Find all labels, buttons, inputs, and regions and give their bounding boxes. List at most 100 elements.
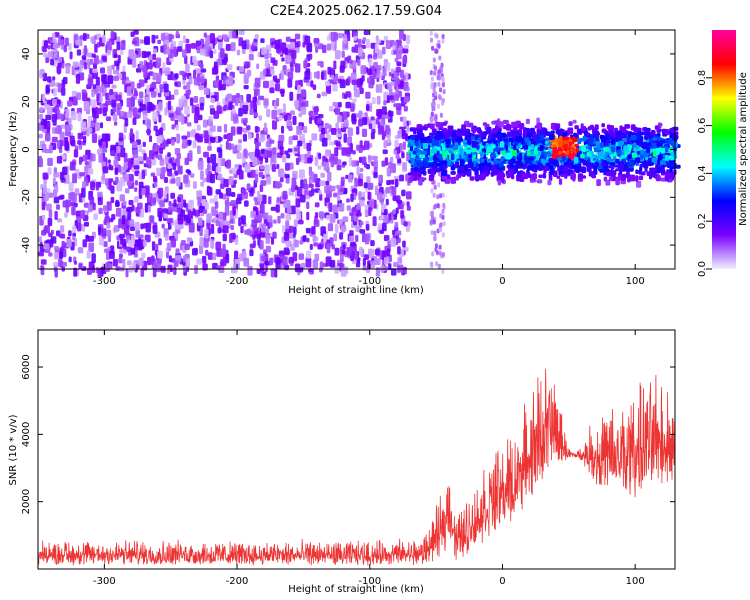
heatmap-cell xyxy=(45,114,52,121)
heatmap-cell xyxy=(62,261,68,267)
heatmap-cell xyxy=(151,255,155,266)
heatmap-cell xyxy=(490,153,497,159)
heatmap-cell xyxy=(306,201,310,210)
heatmap-cell xyxy=(272,164,276,173)
heatmap-cell xyxy=(402,116,407,127)
heatmap-cell xyxy=(606,124,611,130)
heatmap-cell xyxy=(605,168,610,172)
heatmap-cell xyxy=(346,111,350,118)
heatmap-cell xyxy=(651,167,658,172)
heatmap-cell xyxy=(182,98,188,108)
heatmap-cell xyxy=(294,33,301,40)
heatmap-cell xyxy=(200,68,207,73)
heatmap-cell xyxy=(186,122,192,127)
heatmap-cell xyxy=(65,199,71,208)
heatmap-cell xyxy=(301,158,305,163)
heatmap-cell xyxy=(439,213,443,219)
heatmap-cell xyxy=(286,153,291,159)
heatmap-cell xyxy=(517,170,521,178)
heatmap-cell xyxy=(183,35,187,44)
heatmap-cell xyxy=(226,197,230,207)
heatmap-cell xyxy=(56,156,63,164)
heatmap-cell xyxy=(508,168,514,173)
heatmap-cell xyxy=(304,189,309,196)
heatmap-cell xyxy=(497,179,502,186)
heatmap-cell xyxy=(274,39,281,50)
heatmap-cell xyxy=(138,257,144,267)
heatmap-cell xyxy=(391,268,397,276)
heatmap-cell xyxy=(135,229,140,238)
heatmap-cell xyxy=(345,101,351,109)
heatmap-cell xyxy=(47,107,53,115)
heatmap-cell xyxy=(315,46,319,53)
heatmap-cell xyxy=(220,48,225,59)
heatmap-cell xyxy=(278,135,285,142)
heatmap-cell xyxy=(70,110,77,121)
heatmap-cell xyxy=(515,160,522,167)
heatmap-cell xyxy=(158,101,163,111)
heatmap-cell xyxy=(153,48,158,54)
heatmap-cell xyxy=(159,159,165,166)
heatmap-cell xyxy=(524,144,529,150)
heatmap-cell xyxy=(431,45,435,51)
heatmap-cell xyxy=(314,253,320,262)
heatmap-cell xyxy=(40,265,45,276)
heatmap-cell xyxy=(341,249,346,255)
heatmap-cell xyxy=(238,139,242,144)
heatmap-cell xyxy=(563,144,569,149)
heatmap-cell xyxy=(438,55,442,61)
heatmap-cell xyxy=(370,42,376,49)
heatmap-cell xyxy=(367,191,371,201)
heatmap-cell xyxy=(419,154,426,159)
heatmap-cell xyxy=(471,140,478,148)
heatmap-cell xyxy=(74,145,79,151)
heatmap-cell xyxy=(480,151,485,157)
heatmap-cell xyxy=(364,235,370,245)
heatmap-cell xyxy=(77,112,82,122)
heatmap-cell xyxy=(403,266,407,275)
heatmap-cell xyxy=(556,157,562,161)
heatmap-cell xyxy=(599,134,605,140)
heatmap-cell xyxy=(319,193,323,201)
heatmap-cell xyxy=(45,84,50,94)
heatmap-cell xyxy=(48,144,53,154)
heatmap-cell xyxy=(119,248,125,253)
heatmap-cell xyxy=(505,124,512,131)
heatmap-cell xyxy=(445,139,451,145)
heatmap-cell xyxy=(88,159,92,169)
heatmap-cell xyxy=(76,49,82,56)
heatmap-cell xyxy=(372,54,378,60)
heatmap-cell xyxy=(150,91,157,98)
heatmap-cell xyxy=(392,45,396,50)
x-tick-label: -200 xyxy=(226,276,249,287)
heatmap-cell xyxy=(232,147,236,153)
heatmap-cell xyxy=(232,206,236,216)
heatmap-cell xyxy=(174,89,179,96)
heatmap-cell xyxy=(373,159,379,169)
heatmap-cell xyxy=(167,100,172,111)
heatmap-cell xyxy=(235,97,239,106)
heatmap-cell xyxy=(441,192,445,198)
heatmap-cell xyxy=(92,110,96,118)
heatmap-cell xyxy=(404,96,410,103)
heatmap-cell xyxy=(248,152,253,159)
heatmap-cell xyxy=(508,159,514,167)
heatmap-cell xyxy=(122,258,126,269)
heatmap-cell xyxy=(128,173,134,182)
heatmap-cell xyxy=(433,65,437,71)
heatmap-cell xyxy=(79,172,85,177)
heatmap-cell xyxy=(217,125,222,133)
heatmap-cell xyxy=(175,248,180,254)
heatmap-cell xyxy=(375,258,381,266)
heatmap-cell xyxy=(349,230,354,236)
heatmap-cell xyxy=(90,121,95,128)
heatmap-cell xyxy=(126,97,132,108)
heatmap-cell xyxy=(332,204,339,214)
heatmap-cell xyxy=(636,180,642,188)
heatmap-cell xyxy=(475,164,480,169)
heatmap-cell xyxy=(587,167,592,172)
heatmap-cell xyxy=(330,74,335,79)
heatmap-cell xyxy=(275,259,281,270)
heatmap-cell xyxy=(450,171,456,175)
heatmap-cell xyxy=(94,88,99,95)
